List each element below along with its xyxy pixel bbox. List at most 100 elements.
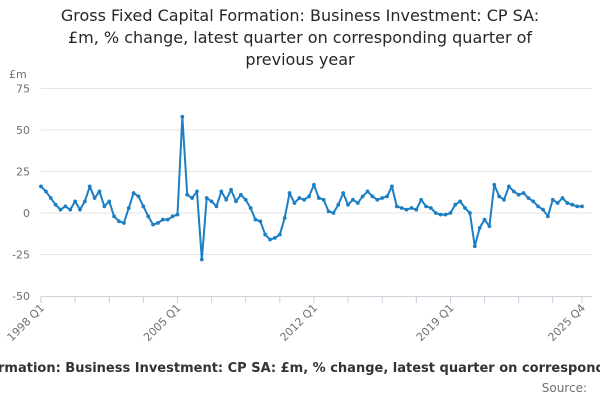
data-point[interactable]: [209, 199, 214, 204]
data-point[interactable]: [404, 207, 409, 212]
data-point[interactable]: [175, 212, 180, 217]
data-point[interactable]: [224, 197, 229, 202]
data-point[interactable]: [419, 197, 424, 202]
data-point[interactable]: [117, 219, 121, 224]
data-point[interactable]: [165, 217, 170, 222]
data-point[interactable]: [112, 214, 117, 219]
data-point[interactable]: [536, 204, 541, 209]
data-point[interactable]: [92, 196, 97, 200]
data-point[interactable]: [351, 197, 355, 202]
data-point[interactable]: [360, 194, 365, 199]
data-point[interactable]: [170, 214, 175, 219]
data-point[interactable]: [229, 187, 233, 192]
data-point[interactable]: [468, 211, 472, 215]
data-point[interactable]: [190, 196, 194, 200]
data-point[interactable]: [482, 217, 487, 222]
data-point[interactable]: [282, 216, 287, 220]
data-point[interactable]: [263, 232, 268, 237]
data-point[interactable]: [219, 189, 224, 194]
data-point[interactable]: [380, 196, 385, 200]
data-point[interactable]: [487, 224, 492, 229]
data-point[interactable]: [39, 184, 43, 189]
data-point[interactable]: [258, 219, 263, 224]
data-point[interactable]: [565, 201, 570, 205]
series-line[interactable]: [40, 115, 583, 261]
data-point[interactable]: [141, 204, 146, 209]
data-point[interactable]: [409, 206, 414, 210]
data-point[interactable]: [511, 189, 516, 194]
data-point[interactable]: [82, 199, 87, 204]
data-point[interactable]: [516, 192, 521, 197]
data-point[interactable]: [297, 196, 302, 200]
data-point[interactable]: [58, 207, 63, 212]
data-point[interactable]: [336, 202, 341, 207]
data-point[interactable]: [48, 196, 53, 200]
data-point[interactable]: [204, 196, 209, 200]
data-point[interactable]: [302, 197, 307, 202]
data-point[interactable]: [521, 191, 526, 195]
data-point[interactable]: [550, 197, 555, 202]
data-point[interactable]: [53, 202, 58, 207]
data-point[interactable]: [107, 199, 112, 204]
data-point[interactable]: [526, 196, 531, 200]
data-point[interactable]: [429, 206, 433, 210]
data-point[interactable]: [151, 222, 156, 227]
data-point[interactable]: [307, 194, 311, 199]
series-markers[interactable]: [39, 114, 584, 262]
data-point[interactable]: [458, 199, 463, 204]
data-point[interactable]: [497, 194, 502, 199]
data-point[interactable]: [73, 199, 78, 204]
data-point[interactable]: [248, 206, 253, 210]
data-point[interactable]: [472, 244, 477, 249]
data-point[interactable]: [506, 184, 511, 189]
data-point[interactable]: [560, 196, 565, 200]
data-point[interactable]: [277, 232, 282, 237]
data-point[interactable]: [131, 191, 136, 195]
data-point[interactable]: [160, 217, 165, 222]
data-point[interactable]: [321, 197, 326, 202]
data-point[interactable]: [63, 204, 68, 209]
data-point[interactable]: [414, 207, 419, 212]
data-point[interactable]: [180, 114, 185, 119]
data-point[interactable]: [492, 182, 497, 187]
data-point[interactable]: [531, 199, 536, 204]
data-point[interactable]: [102, 204, 107, 209]
data-point[interactable]: [253, 217, 258, 222]
data-point[interactable]: [146, 214, 151, 219]
data-point[interactable]: [214, 204, 219, 209]
data-point[interactable]: [443, 212, 448, 217]
data-point[interactable]: [316, 196, 321, 200]
data-point[interactable]: [268, 237, 272, 242]
data-point[interactable]: [195, 189, 199, 194]
data-point[interactable]: [477, 226, 482, 230]
data-point[interactable]: [355, 201, 360, 205]
data-point[interactable]: [424, 204, 428, 209]
data-point[interactable]: [341, 191, 346, 195]
data-point[interactable]: [87, 184, 92, 189]
data-point[interactable]: [199, 257, 204, 262]
data-point[interactable]: [234, 199, 238, 204]
data-point[interactable]: [346, 202, 350, 207]
data-point[interactable]: [121, 221, 126, 225]
data-point[interactable]: [541, 207, 545, 212]
data-point[interactable]: [375, 197, 380, 202]
data-point[interactable]: [570, 202, 575, 207]
data-point[interactable]: [292, 201, 297, 205]
data-point[interactable]: [448, 211, 453, 215]
data-point[interactable]: [97, 189, 102, 194]
data-point[interactable]: [390, 184, 394, 189]
data-point[interactable]: [580, 204, 584, 209]
data-point[interactable]: [463, 206, 467, 210]
data-point[interactable]: [399, 206, 404, 210]
data-point[interactable]: [68, 207, 73, 212]
data-point[interactable]: [243, 197, 248, 202]
data-point[interactable]: [555, 201, 560, 205]
data-point[interactable]: [136, 194, 141, 199]
data-point[interactable]: [453, 202, 458, 207]
data-point[interactable]: [433, 211, 438, 215]
data-point[interactable]: [394, 204, 399, 209]
data-point[interactable]: [545, 214, 550, 219]
data-point[interactable]: [185, 192, 190, 197]
data-point[interactable]: [385, 194, 389, 199]
data-point[interactable]: [326, 209, 331, 214]
